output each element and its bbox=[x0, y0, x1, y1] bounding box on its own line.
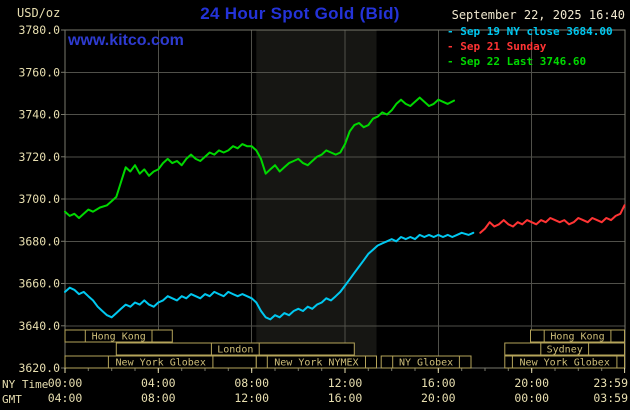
y-tick-label: 3640.0 bbox=[18, 319, 60, 333]
chart-datetime: September 22, 2025 16:40 bbox=[451, 8, 625, 22]
legend-label: Sep 21 Sunday bbox=[460, 40, 547, 53]
x-tick-label-gmt: 03:59 bbox=[593, 391, 628, 405]
x-tick-label-ny: 16:00 bbox=[421, 376, 456, 390]
y-axis-units-label: USD/oz bbox=[17, 6, 61, 20]
legend-marker: - bbox=[447, 25, 461, 38]
x-tick-label-ny: 20:00 bbox=[514, 376, 549, 390]
y-tick-label: 3740.0 bbox=[18, 108, 60, 122]
session-label-box bbox=[540, 342, 590, 356]
x-tick-label-ny: 08:00 bbox=[234, 376, 269, 390]
chart-title: 24 Hour Spot Gold (Bid) bbox=[200, 4, 400, 23]
session-label: Hong Kong bbox=[550, 332, 604, 343]
y-tick-label: 3680.0 bbox=[18, 234, 60, 248]
y-tick-label: 3620.0 bbox=[18, 361, 60, 375]
legend-marker: - bbox=[447, 40, 461, 53]
x-tick-label-gmt: 00:00 bbox=[514, 391, 549, 405]
x-tick-label-ny: 12:00 bbox=[328, 376, 363, 390]
x-tick-label-gmt: 16:00 bbox=[328, 391, 363, 405]
session-label-box bbox=[266, 355, 366, 369]
y-tick-label: 3660.0 bbox=[18, 277, 60, 291]
session-label-box bbox=[210, 342, 260, 356]
session-label-box bbox=[392, 355, 460, 369]
ny-time-axis-label: NY Time bbox=[2, 378, 49, 391]
price-series-1 bbox=[479, 204, 626, 234]
session-label: Hong Kong bbox=[92, 332, 146, 343]
session-label: New York Globex bbox=[520, 358, 610, 369]
price-series-0 bbox=[64, 231, 475, 321]
y-tick-label: 3720.0 bbox=[18, 150, 60, 164]
legend-item: - Sep 19 NY close 3684.00 bbox=[447, 24, 613, 39]
session-label: New York NYMEX bbox=[274, 358, 358, 369]
legend-item: - Sep 21 Sunday bbox=[447, 39, 613, 54]
session-label-box bbox=[84, 329, 153, 343]
x-tick-label-ny: 04:00 bbox=[141, 376, 176, 390]
session-label: New York Globex bbox=[116, 358, 206, 369]
session-label-box bbox=[543, 329, 612, 343]
x-tick-label-gmt: 12:00 bbox=[234, 391, 269, 405]
session-label: NY Globex bbox=[399, 358, 453, 369]
legend-label: Sep 19 NY close 3684.00 bbox=[460, 25, 613, 38]
y-tick-label: 3700.0 bbox=[18, 192, 60, 206]
kitco-watermark-link[interactable]: www.kitco.com bbox=[68, 32, 184, 49]
legend-item: - Sep 22 Last 3746.60 bbox=[447, 54, 613, 69]
legend-label: Sep 22 Last 3746.60 bbox=[460, 55, 587, 68]
session-label: Sydney bbox=[547, 345, 583, 356]
session-label-box bbox=[511, 355, 618, 369]
legend-marker: - bbox=[447, 55, 461, 68]
price-series-2 bbox=[64, 96, 455, 219]
y-tick-label: 3760.0 bbox=[18, 65, 60, 79]
x-tick-label-gmt: 08:00 bbox=[141, 391, 176, 405]
x-tick-label-ny: 23:59 bbox=[593, 376, 628, 390]
x-tick-label-gmt: 20:00 bbox=[421, 391, 456, 405]
session-label: London bbox=[217, 345, 253, 356]
legend: - Sep 19 NY close 3684.00- Sep 21 Sunday… bbox=[447, 24, 613, 69]
gmt-axis-label: GMT bbox=[2, 393, 22, 406]
x-tick-label-ny: 00:00 bbox=[48, 376, 83, 390]
y-tick-label: 3780.0 bbox=[18, 23, 60, 37]
session-label-box bbox=[107, 355, 214, 369]
x-tick-label-gmt: 04:00 bbox=[48, 391, 83, 405]
